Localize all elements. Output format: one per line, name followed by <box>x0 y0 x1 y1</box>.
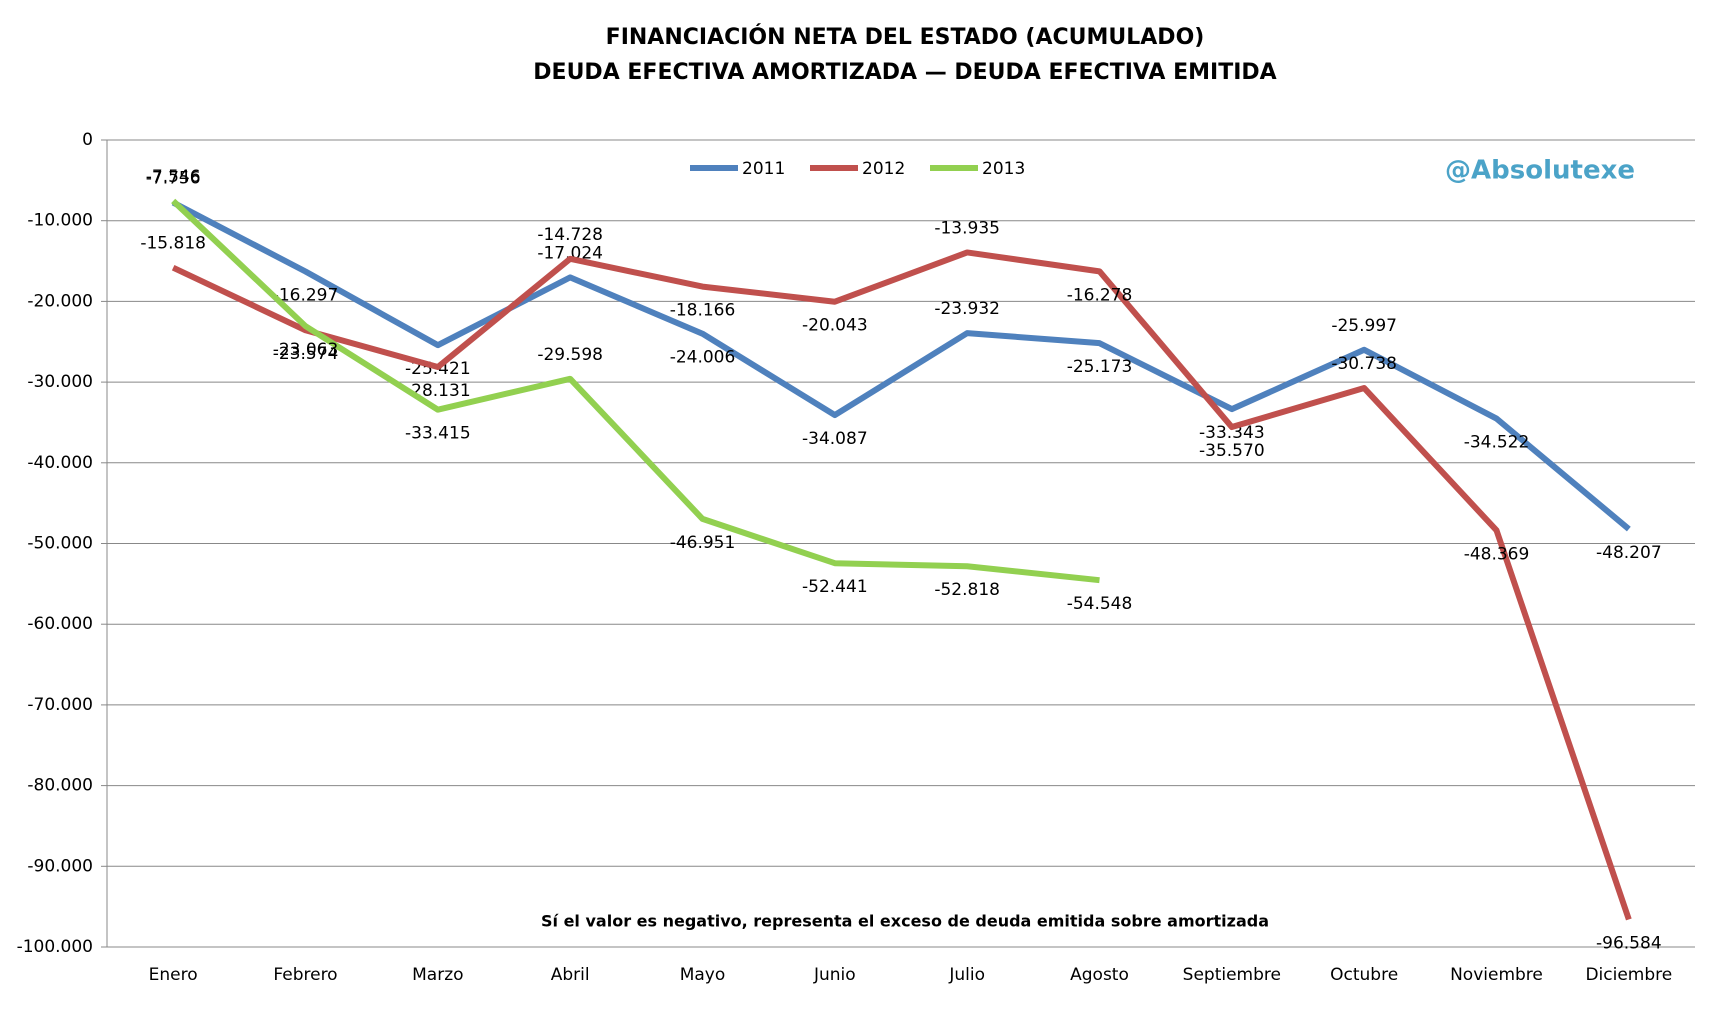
data-label: -96.584 <box>1596 933 1662 953</box>
y-tick-label: -50.000 <box>27 534 93 554</box>
x-tick-label: Septiembre <box>1183 965 1281 985</box>
data-label: -48.369 <box>1464 544 1530 564</box>
data-label: -34.087 <box>802 429 868 449</box>
data-label: -16.297 <box>273 286 339 306</box>
data-label: -29.598 <box>537 345 603 365</box>
x-tick-label: Octubre <box>1330 965 1398 985</box>
y-tick-label: -20.000 <box>27 291 93 311</box>
legend-label: 2013 <box>982 159 1025 179</box>
data-label: -23.574 <box>273 344 339 364</box>
data-label: -35.570 <box>1199 441 1265 461</box>
y-tick-label: 0 <box>82 130 93 150</box>
legend-label: 2011 <box>742 159 785 179</box>
data-label: -18.166 <box>670 301 736 321</box>
data-label: -54.548 <box>1067 594 1133 614</box>
data-label: -52.818 <box>934 580 1000 600</box>
y-tick-label: -90.000 <box>27 856 93 876</box>
data-label: -46.951 <box>670 533 736 553</box>
data-label: -30.738 <box>1331 354 1397 374</box>
x-tick-label: Abril <box>551 965 590 985</box>
x-tick-label: Mayo <box>680 965 726 985</box>
series-line <box>171 249 1632 921</box>
y-tick-label: -80.000 <box>27 776 93 796</box>
watermark: @Absolutexe <box>1445 156 1635 186</box>
series-line <box>171 199 1631 532</box>
data-label: -33.415 <box>405 424 471 444</box>
data-label: -34.522 <box>1464 433 1530 453</box>
x-tick-label: Noviembre <box>1450 965 1543 985</box>
y-tick-label: -30.000 <box>27 372 93 392</box>
data-label: -14.728 <box>537 225 603 245</box>
x-tick-label: Marzo <box>412 965 463 985</box>
data-label: -48.207 <box>1596 543 1662 563</box>
data-label: -7.756 <box>146 169 201 189</box>
data-label: -33.343 <box>1199 423 1265 443</box>
chart-subtitle: DEUDA EFECTIVA AMORTIZADA — DEUDA EFECTI… <box>533 60 1276 85</box>
data-label: -17.024 <box>537 243 603 263</box>
y-tick-label: -60.000 <box>27 614 93 634</box>
x-tick-label: Agosto <box>1070 965 1129 985</box>
data-label: -52.441 <box>802 577 868 597</box>
y-tick-label: -40.000 <box>27 453 93 473</box>
data-label: -16.278 <box>1067 285 1133 305</box>
data-label: -15.818 <box>140 234 206 254</box>
annotation: Sí el valor es negativo, representa el e… <box>541 912 1269 931</box>
y-tick-label: -100.000 <box>17 937 93 957</box>
data-label: -23.063 <box>273 340 339 360</box>
data-label: -20.043 <box>802 316 868 336</box>
data-label: -25.173 <box>1067 357 1133 377</box>
y-tick-label: -10.000 <box>27 211 93 231</box>
x-tick-label: Diciembre <box>1585 965 1672 985</box>
x-tick-label: Junio <box>813 965 856 985</box>
legend-label: 2012 <box>862 159 905 179</box>
y-tick-label: -70.000 <box>27 695 93 715</box>
chart-title: FINANCIACIÓN NETA DEL ESTADO (ACUMULADO) <box>606 24 1205 50</box>
data-label: -7.546 <box>146 167 201 187</box>
series-line <box>171 198 1100 584</box>
data-label: -24.006 <box>670 348 736 368</box>
data-label: -23.932 <box>934 299 1000 319</box>
data-label: -13.935 <box>934 218 1000 238</box>
data-label: -25.997 <box>1331 316 1397 336</box>
x-tick-label: Enero <box>149 965 198 985</box>
x-tick-label: Julio <box>948 965 985 985</box>
x-tick-label: Febrero <box>273 965 337 985</box>
